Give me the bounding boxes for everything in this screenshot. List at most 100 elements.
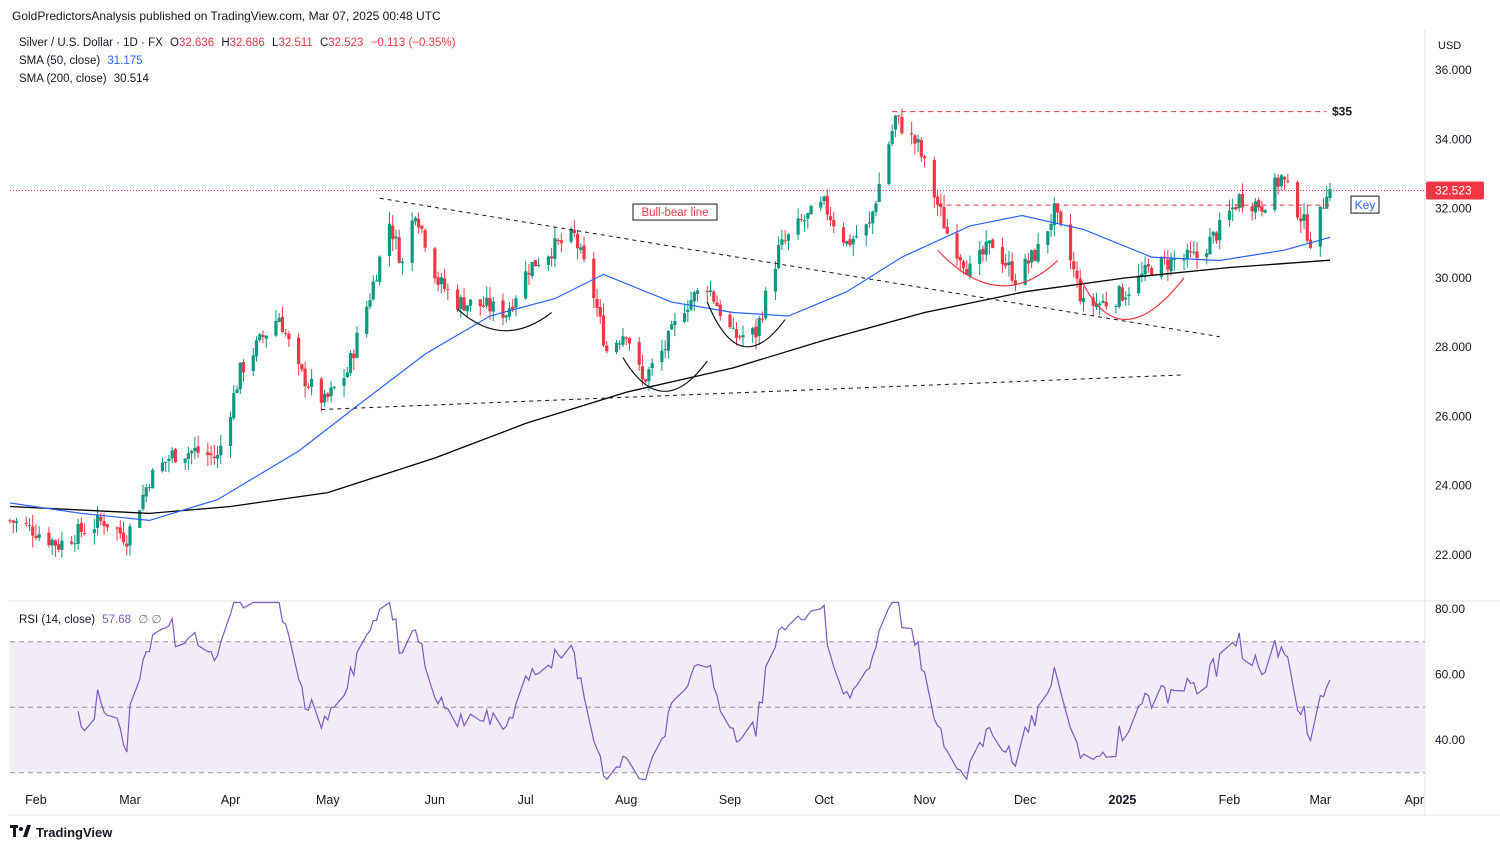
candle-body [550, 256, 554, 259]
candle-body [822, 196, 826, 202]
candle-body [708, 290, 713, 292]
candle-body [254, 340, 259, 357]
candle-body [1140, 273, 1144, 277]
candle-body [478, 299, 482, 307]
price-tick-label: 36.000 [1435, 63, 1472, 77]
candle-body [319, 378, 323, 403]
candle-body [446, 289, 450, 291]
candle-body [297, 337, 301, 365]
candle-body [867, 222, 872, 224]
candle-body [24, 522, 28, 524]
candle-body [582, 245, 586, 260]
candle-body [37, 534, 41, 538]
candle-body [728, 314, 732, 328]
close-value: 32.523 [328, 37, 364, 49]
candle-body [57, 544, 61, 550]
candle-body [981, 248, 985, 255]
bull-bear-badge [632, 203, 718, 221]
rsi-tick-label: 80.00 [1435, 602, 1465, 616]
candle-body [70, 541, 74, 544]
candle-body [848, 239, 852, 246]
candle-body [82, 532, 87, 534]
candle-body [329, 387, 333, 397]
candle-body [436, 277, 440, 285]
candle-body [459, 297, 463, 309]
low-value: 32.511 [278, 37, 313, 49]
candle-body [595, 298, 599, 308]
price-pane [8, 108, 1425, 558]
candle-body [212, 456, 216, 459]
time-tick-label: 2025 [1109, 793, 1137, 807]
candle-body [31, 526, 35, 536]
candle-body [1052, 203, 1056, 226]
candle-body [777, 244, 781, 269]
candle-body [575, 233, 580, 249]
candle-body [942, 207, 946, 229]
tradingview-logo-icon [10, 825, 32, 840]
candle-body [893, 115, 898, 130]
candle-body [692, 292, 696, 302]
rsi-pane [10, 601, 1425, 781]
candle-body [1068, 224, 1073, 261]
candle-body [504, 315, 508, 318]
candle-body [991, 239, 995, 249]
rsi-legend: RSI (14, close) 57.68 ∅ ∅ [19, 612, 161, 626]
candle-body [368, 300, 372, 307]
candle-body [910, 133, 914, 135]
candle-body [413, 217, 418, 222]
candle-body [1205, 253, 1209, 257]
bull-bear-trendline [379, 197, 1220, 338]
time-tick-label: Aug [615, 793, 637, 807]
time-tick-label: Oct [814, 793, 834, 807]
candle-body [190, 451, 194, 454]
candle-body [371, 281, 375, 300]
candle-body [173, 449, 178, 463]
candle-body [618, 343, 622, 345]
price-tick-label: 34.000 [1435, 132, 1472, 146]
time-tick-label: May [316, 793, 340, 807]
candle-body [76, 524, 80, 544]
candle-body [553, 238, 557, 259]
candle-body [1124, 297, 1128, 300]
candle-body [232, 393, 236, 419]
candle-body [378, 256, 382, 282]
axes: 36.000 34.000 32.000 30.000 28.000 26.000 24.0… [25, 40, 1484, 807]
price-tick-label: 26.000 [1435, 409, 1472, 423]
candle-body [1211, 231, 1215, 236]
candle-body [121, 532, 126, 543]
rsi-label: RSI (14, close) [19, 614, 96, 626]
candle-body [183, 458, 187, 463]
candle-body [1192, 251, 1196, 253]
time-tick-label: Nov [913, 793, 936, 807]
candle-body [1276, 177, 1280, 187]
candle-body [206, 452, 210, 456]
candle-body [277, 317, 281, 322]
candle-body [462, 297, 466, 311]
support-trendline [321, 374, 1185, 410]
candle-body [300, 364, 304, 370]
rounding-bottom-arc [457, 308, 552, 332]
time-tick-label: Mar [119, 793, 141, 807]
candle-body [614, 342, 619, 353]
footer-brand[interactable]: TradingView [10, 825, 112, 840]
candle-body [786, 234, 790, 241]
candle-body [851, 238, 855, 245]
price-tick-label: 28.000 [1435, 340, 1472, 354]
candle-body [1273, 177, 1277, 210]
candle-body [1010, 261, 1014, 281]
candle-body [95, 515, 100, 528]
candle-body [238, 362, 242, 390]
candle-body [99, 516, 103, 521]
candle-body [854, 236, 859, 238]
candle-body [1143, 264, 1147, 275]
candle-body [958, 256, 962, 261]
candle-body [1104, 301, 1108, 307]
candle-body [637, 341, 641, 365]
candle-body [14, 521, 19, 524]
candle-body [468, 299, 473, 306]
candle-body [1026, 260, 1030, 264]
candle-body [170, 450, 174, 459]
candle-body [332, 387, 336, 389]
bull-bear-label: Bull-bear line [641, 207, 708, 219]
